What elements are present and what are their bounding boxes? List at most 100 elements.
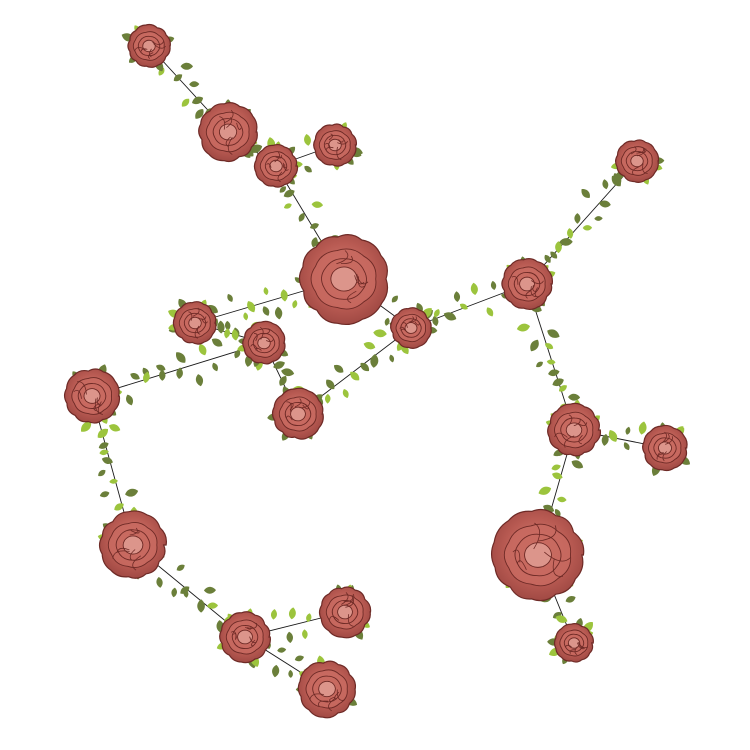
leaf-icon [638,421,647,435]
rose-petal-line [194,326,199,339]
leaf-icon [81,421,92,432]
leaf-icon [126,394,133,406]
rose-node-n17 [216,608,271,669]
leaf-icon [273,361,285,369]
rose-petal-line [188,311,193,321]
rose-node-n9 [389,307,438,351]
rose-petal-line [534,287,540,298]
rose-node-n2 [198,99,258,163]
rose-petal-line [328,133,333,141]
rose-petal-line [284,164,289,171]
rose-node-n16 [490,508,585,602]
rose-petal-line [253,333,258,342]
leaf-icon [302,629,308,640]
rose-node-n5 [298,234,389,326]
rose-petal [269,159,283,173]
leaf-icon [198,343,207,356]
rose-petal-line [663,433,670,443]
leaf-icon [324,393,331,404]
rose-petal-line [302,404,310,410]
leaf-icon [490,280,497,290]
leaf-icon [623,442,630,451]
leaf-icon [516,323,530,332]
leaf-icon [130,372,140,380]
rose-petal-line [325,142,331,148]
leaf-icon [350,371,360,381]
rose-petal-line [579,642,585,649]
leaf-icon [281,368,295,377]
leaf-icon [574,213,581,224]
rose-petal [290,406,306,422]
rose-node-n13 [642,422,691,476]
rose-node-n10 [63,364,123,424]
leaf-icon [304,133,311,146]
leaf-icon [125,488,139,497]
leaf-icon [552,378,564,387]
rose-petal-line [565,644,572,648]
leaf-icon [550,251,558,259]
rose-petal-line [309,693,324,701]
rose-petal-line [93,402,100,412]
leaf-icon [536,361,543,368]
rose-node-n20 [547,617,594,665]
leaf-icon [432,315,439,327]
leaf-icon [552,472,563,480]
leaf-icon [114,503,124,511]
rose-petal-line [225,136,231,147]
rose-petal-line [544,551,571,562]
rose-node-n12 [545,399,602,460]
rose-node-n1 [121,23,175,72]
rose-petal-line [265,339,274,342]
rose-petal-line [325,146,334,151]
rose-petal-line [552,558,564,577]
rose-petal-line [665,436,673,445]
rose-petal-line [533,522,541,550]
rose-petal [237,629,253,645]
rose-petal-line [153,43,167,49]
rose-petal-line [661,431,667,444]
rose-petal-line [512,549,521,563]
leaf-icon [189,81,200,88]
rose-petal-line [630,146,637,155]
rose-petal-line [656,453,665,460]
rose-petal-line [356,273,369,285]
nodes [63,23,691,719]
leaf-icon [286,631,293,644]
leaf-icon [443,312,457,321]
leaf-icon [559,238,573,246]
edges [91,45,666,690]
rose-petal-line [147,52,154,59]
rose-petal-line [511,276,519,285]
leaf-icon [279,375,287,386]
rose-node-n4 [313,122,363,171]
leaf-icon [206,602,218,609]
rose-petal-line [134,47,146,51]
leaf-icon [231,329,239,341]
leaf-icon [243,312,249,321]
rose-petal-line [96,397,102,406]
leaf-icon [203,586,216,594]
rose-petal-line [197,316,207,320]
leaf-icon [217,320,225,334]
rose-petal-line [227,136,233,155]
leaf-icon [551,464,561,471]
rose-petal-line [140,48,148,52]
leaf-icon [547,329,560,338]
rose-petal-line [116,547,130,553]
leaf-icon [280,289,288,302]
rose-petal-line [530,286,536,298]
leaf-icon [453,291,461,302]
leaf-icon [197,599,205,613]
leaf-icon [283,203,292,209]
leaf-icon [568,393,581,401]
leaf-icon [234,349,241,359]
rose-petal-line [224,109,234,124]
leaf-icon [211,338,223,347]
leaf-icon [173,74,183,82]
rose-petal [630,154,644,168]
leaf-icon [434,309,440,318]
rose-node-n19 [295,655,358,719]
leaf-icon [159,369,166,381]
leaf-icon [538,486,552,495]
